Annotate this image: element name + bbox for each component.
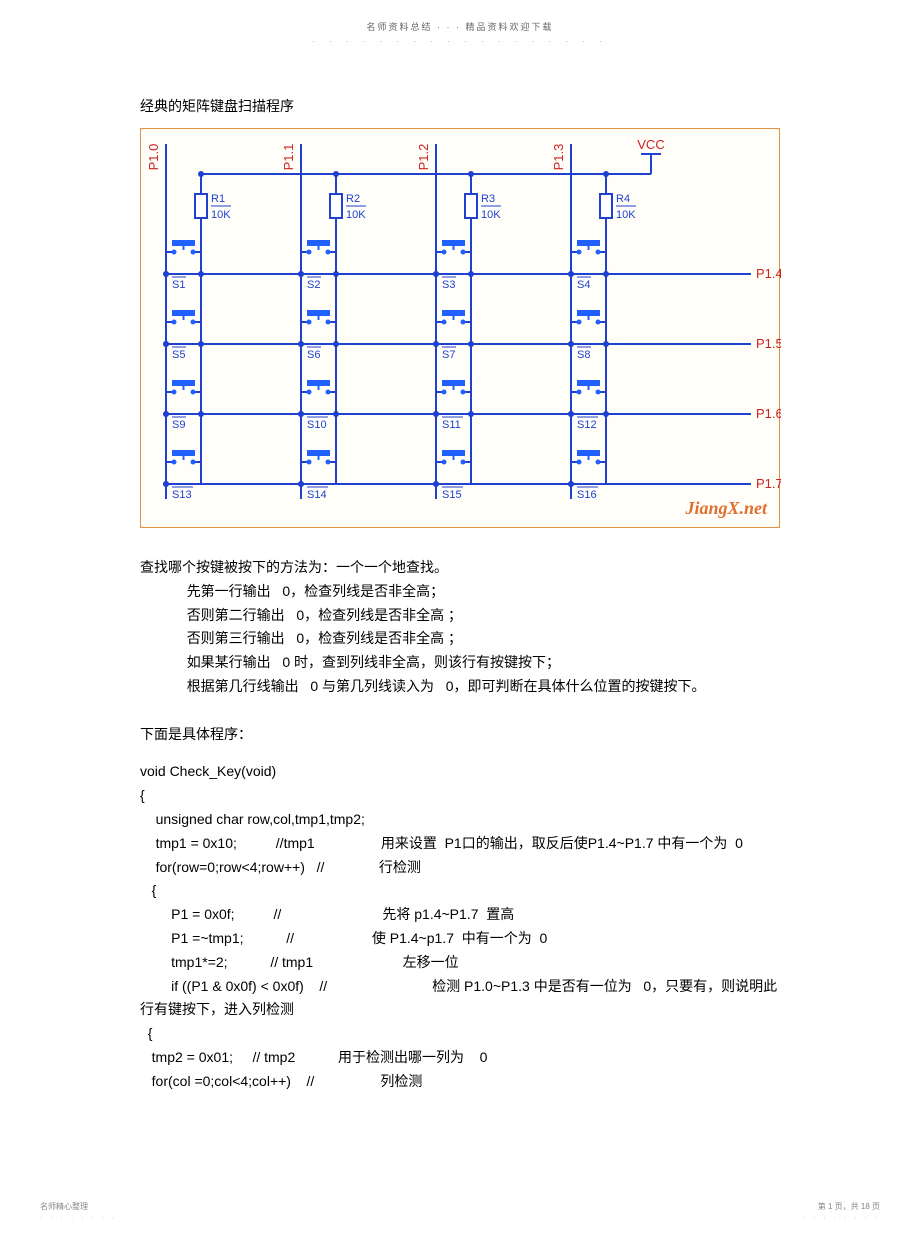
svg-text:S14: S14	[307, 489, 327, 501]
svg-text:R1: R1	[211, 193, 225, 205]
svg-text:S11: S11	[442, 419, 461, 431]
svg-text:R4: R4	[616, 193, 630, 205]
svg-text:VCC: VCC	[637, 137, 664, 152]
header-dots: · · · · · · · · · · · · · · · · · ·	[140, 37, 780, 46]
svg-text:P1.6: P1.6	[756, 406, 781, 421]
svg-text:P1.5: P1.5	[756, 336, 781, 351]
svg-text:P1.3: P1.3	[551, 144, 566, 171]
svg-text:10K: 10K	[616, 209, 636, 221]
svg-text:S3: S3	[442, 279, 455, 291]
svg-text:P1.4: P1.4	[756, 266, 781, 281]
circuit-diagram: P1.0 P1.1 P1.2 P1.3 VCC R1 10K R2 10K R3 10K R4 10K P…	[140, 128, 780, 528]
svg-text:10K: 10K	[211, 209, 231, 221]
footer-right: 第 1 页，共 18 页	[818, 1201, 880, 1212]
svg-text:R3: R3	[481, 193, 495, 205]
svg-text:S9: S9	[172, 419, 185, 431]
explanation-text: 查找哪个按键被按下的方法为：一个一个地查找。 先第一行输出 0，检查列线是否非全…	[140, 556, 780, 746]
svg-text:S5: S5	[172, 349, 185, 361]
svg-text:10K: 10K	[481, 209, 501, 221]
svg-text:S6: S6	[307, 349, 320, 361]
document-title: 经典的矩阵键盘扫描程序	[140, 96, 780, 116]
svg-text:S8: S8	[577, 349, 590, 361]
svg-text:S1: S1	[172, 279, 185, 291]
footer-dots: · · · · · · · · · · · · · · · ·	[40, 1215, 880, 1222]
footer-left: 名师精心整理	[40, 1201, 88, 1212]
svg-text:S15: S15	[442, 489, 462, 501]
svg-text:S4: S4	[577, 279, 590, 291]
svg-text:R2: R2	[346, 193, 360, 205]
svg-text:S10: S10	[307, 419, 327, 431]
svg-text:S7: S7	[442, 349, 455, 361]
svg-text:P1.2: P1.2	[416, 144, 431, 171]
svg-text:S2: S2	[307, 279, 320, 291]
svg-text:10K: 10K	[346, 209, 366, 221]
page-footer: 名师精心整理 第 1 页，共 18 页	[40, 1201, 880, 1212]
svg-text:S13: S13	[172, 489, 192, 501]
svg-text:P1.7: P1.7	[756, 476, 781, 491]
code-block: void Check_Key(void) { unsigned char row…	[140, 760, 780, 1093]
svg-text:P1.0: P1.0	[146, 144, 161, 171]
svg-text:S16: S16	[577, 489, 597, 501]
svg-text:S12: S12	[577, 419, 597, 431]
svg-text:P1.1: P1.1	[281, 144, 296, 171]
circuit-watermark: JiangX.net	[685, 498, 767, 519]
header-text: 名师资料总结 · · · 精品资料欢迎下载	[140, 20, 780, 33]
